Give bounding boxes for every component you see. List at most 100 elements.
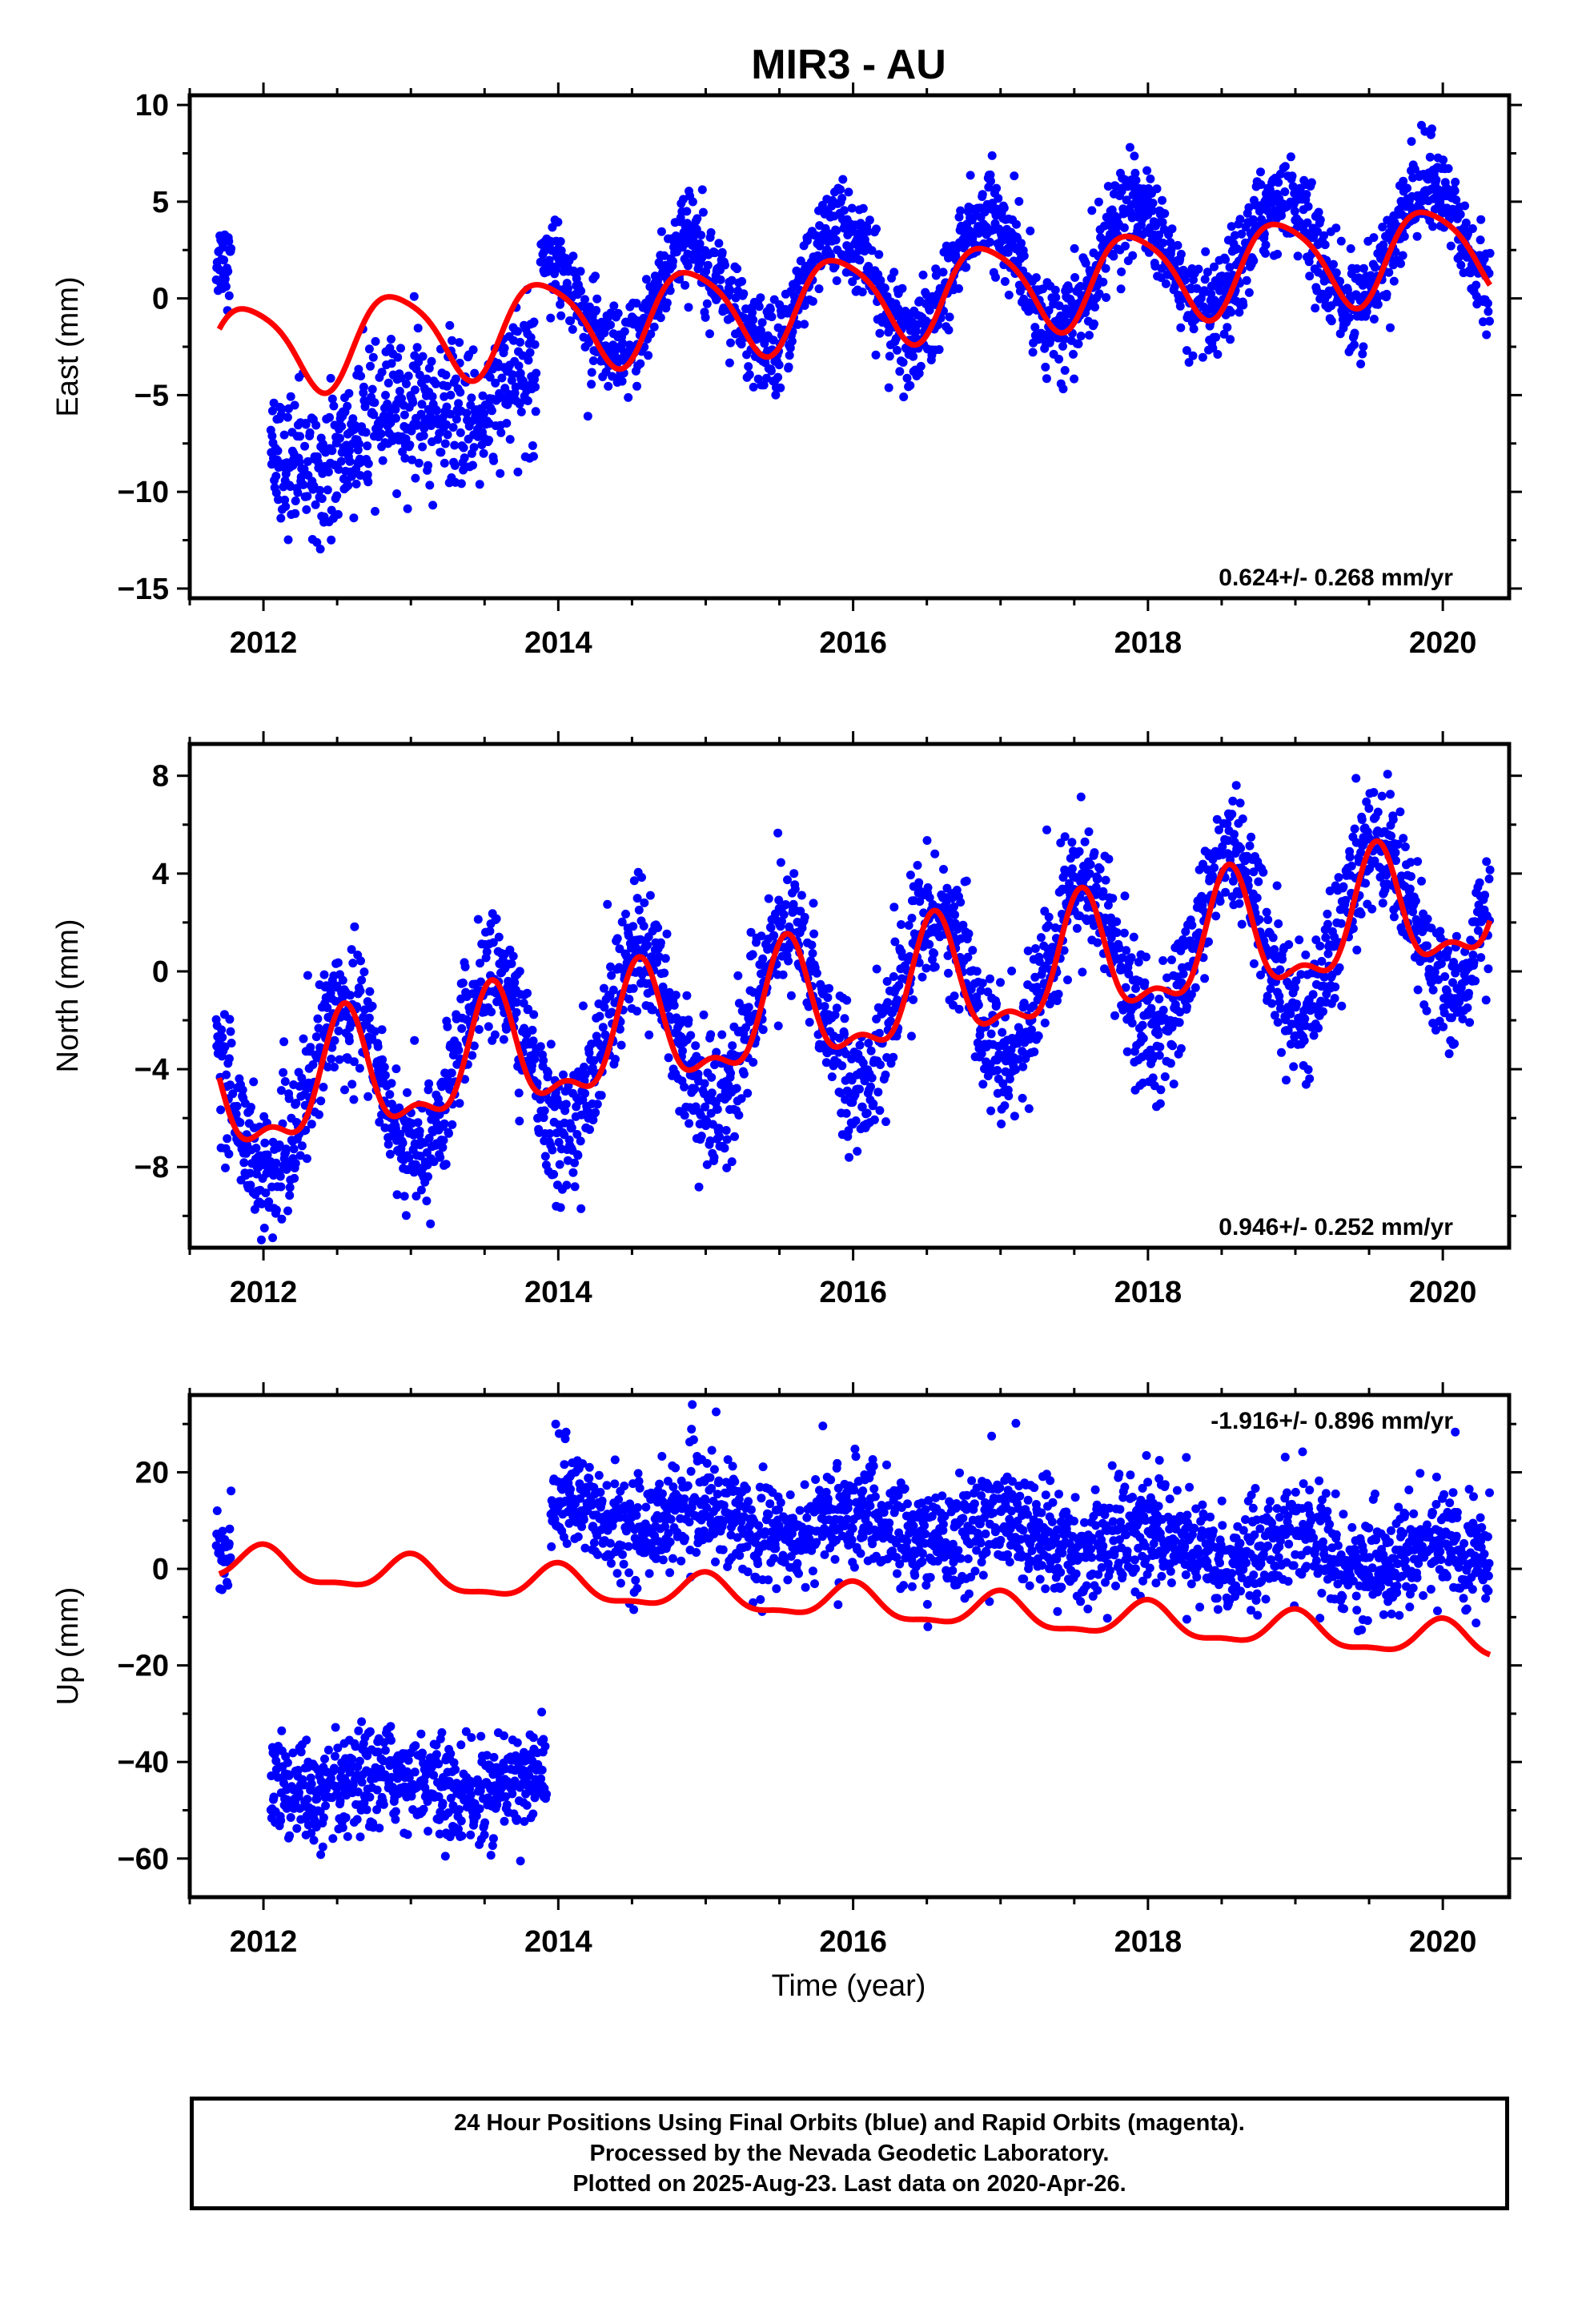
data-point [528, 441, 537, 450]
data-point [413, 324, 423, 333]
data-point [851, 1116, 861, 1125]
data-point [568, 1168, 578, 1177]
data-point [1000, 277, 1010, 286]
data-point [224, 1054, 234, 1063]
data-point [333, 509, 343, 519]
data-point [548, 223, 557, 232]
data-point [721, 260, 729, 270]
data-point [516, 337, 525, 347]
data-point [470, 368, 480, 378]
data-point [345, 456, 355, 466]
data-point [568, 251, 578, 261]
data-point [1313, 227, 1322, 236]
data-point [1074, 846, 1084, 856]
data-point [347, 945, 356, 955]
data-point [931, 264, 941, 274]
data-point [731, 293, 741, 303]
data-point [1090, 848, 1099, 858]
data-point [617, 376, 627, 386]
data-point [452, 414, 461, 424]
data-point [349, 1057, 359, 1067]
data-point [821, 1058, 831, 1068]
data-point [793, 320, 802, 329]
data-point [364, 1013, 374, 1023]
data-point [356, 372, 366, 381]
data-point [422, 1196, 432, 1206]
data-point [400, 410, 409, 420]
data-point [808, 949, 817, 958]
data-point [350, 922, 359, 931]
data-point [303, 971, 312, 980]
data-point [528, 1036, 538, 1046]
data-point [669, 256, 677, 266]
data-point [1094, 197, 1103, 207]
data-point [1101, 263, 1110, 273]
data-point [1450, 186, 1460, 195]
data-point [306, 1043, 315, 1052]
data-point [1400, 842, 1410, 851]
data-point [286, 392, 295, 401]
data-point [743, 1088, 753, 1098]
data-point [291, 1159, 300, 1168]
data-point [385, 1149, 395, 1159]
data-point [343, 401, 352, 411]
data-point [415, 1126, 424, 1136]
data-point [1087, 206, 1097, 215]
data-point [531, 407, 540, 416]
data-point [450, 440, 460, 450]
data-point [662, 298, 672, 308]
data-point [1413, 985, 1423, 995]
data-point [1249, 256, 1259, 266]
data-point [862, 1108, 872, 1118]
data-point [1331, 268, 1341, 278]
data-point [1203, 267, 1212, 277]
data-point [1103, 900, 1113, 910]
data-point [580, 1062, 588, 1072]
data-point [925, 893, 934, 903]
data-point [661, 954, 670, 963]
data-point [566, 316, 576, 326]
data-point [1274, 178, 1283, 187]
data-point [1468, 224, 1477, 233]
data-point [1331, 223, 1341, 233]
data-point [706, 227, 716, 237]
data-point [1286, 1009, 1295, 1019]
data-point [592, 1100, 602, 1109]
data-point [467, 393, 476, 403]
data-point [809, 929, 819, 939]
data-point [417, 400, 427, 409]
data-point [1210, 262, 1219, 271]
data-point [271, 1158, 281, 1168]
data-point [679, 195, 688, 204]
data-point [1208, 344, 1218, 353]
data-point [855, 1084, 864, 1094]
data-point [808, 296, 817, 306]
data-point [697, 1132, 706, 1141]
data-point [439, 1136, 448, 1145]
data-point [660, 968, 669, 978]
data-point [1373, 807, 1383, 817]
data-point [911, 327, 921, 336]
data-point [943, 951, 953, 960]
data-point [1060, 366, 1070, 375]
data-point [1069, 349, 1078, 359]
data-point [1098, 277, 1108, 287]
data-point [1256, 180, 1266, 189]
data-point [1361, 879, 1371, 888]
data-point [785, 351, 794, 360]
data-point [1094, 289, 1104, 299]
data-point [271, 472, 281, 480]
data-point [841, 1108, 851, 1118]
data-point [1275, 965, 1285, 975]
data-point [227, 243, 236, 253]
data-point [567, 1123, 576, 1132]
data-point [986, 237, 994, 247]
data-point [267, 406, 277, 416]
data-point [592, 294, 602, 304]
data-point [722, 1163, 732, 1172]
data-point [344, 388, 354, 398]
data-point [600, 1003, 609, 1012]
data-point [1408, 907, 1418, 917]
data-point [1336, 236, 1346, 246]
data-point [690, 1084, 700, 1093]
